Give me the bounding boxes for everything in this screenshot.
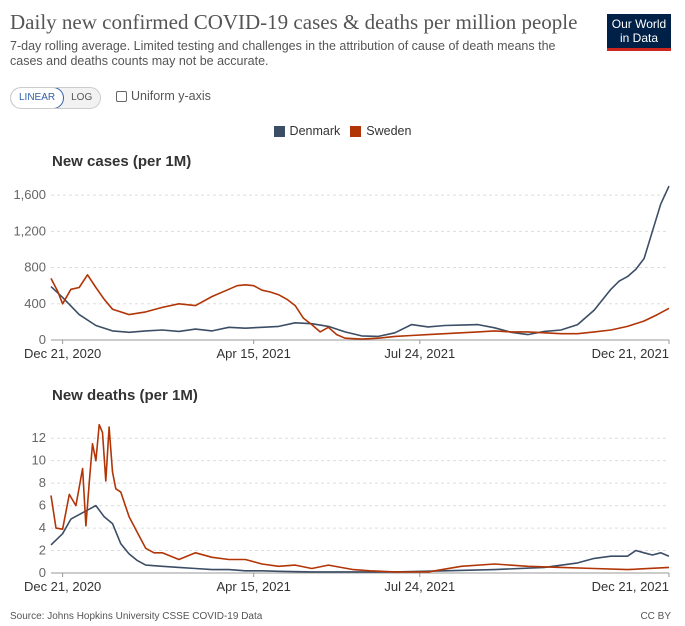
cases-series-sweden <box>50 273 670 340</box>
chart-subtitle: 7-day rolling average. Limited testing a… <box>10 39 556 68</box>
linear-scale-button[interactable]: LINEAR <box>11 88 65 108</box>
deaths-y-tick-label: 4 <box>39 520 46 535</box>
cases-y-tick-label: 1,200 <box>13 223 46 238</box>
deaths-x-tick-label: Dec 21, 2021 <box>592 579 669 594</box>
cases-y-tick-label: 1,600 <box>13 187 46 202</box>
deaths-y-tick-label: 0 <box>39 565 46 580</box>
legend-label-sweden: Sweden <box>366 124 412 138</box>
deaths-y-tick-label: 8 <box>39 475 46 490</box>
cases-x-tick-label: Jul 24, 2021 <box>384 346 455 361</box>
chart-title: Daily new confirmed COVID-19 cases & dea… <box>10 10 578 34</box>
legend: Denmark Sweden <box>0 124 685 138</box>
log-scale-button[interactable]: LOG <box>71 92 93 103</box>
owid-logo[interactable]: Our World in Data <box>607 14 671 51</box>
cases-y-tick-label: 800 <box>24 260 46 275</box>
deaths-x-tick-label: Apr 15, 2021 <box>216 579 290 594</box>
legend-swatch-denmark <box>273 125 285 137</box>
logo-line-1: Our World <box>611 17 667 31</box>
cases-y-tick-label: 0 <box>39 332 46 347</box>
deaths-y-tick-label: 6 <box>39 498 46 513</box>
cases-y-tick-label: 400 <box>24 296 46 311</box>
logo-line-2: in Data <box>619 31 659 45</box>
cases-series-denmark <box>50 185 670 338</box>
legend-swatch-sweden <box>350 125 362 137</box>
legend-item-sweden[interactable]: Sweden <box>350 124 411 138</box>
cases-x-tick-label: Dec 21, 2021 <box>592 346 669 361</box>
uniform-y-axis-checkbox[interactable]: Uniform y-axis <box>116 89 211 103</box>
deaths-y-tick-label: 12 <box>32 430 46 445</box>
checkbox-icon[interactable] <box>116 90 127 102</box>
scale-toggle[interactable]: LINEAR LOG <box>10 87 102 109</box>
deaths-series-denmark <box>50 504 670 573</box>
uniform-y-axis-label: Uniform y-axis <box>131 89 211 103</box>
deaths-y-tick-label: 2 <box>39 543 46 558</box>
deaths-x-tick-label: Jul 24, 2021 <box>384 579 455 594</box>
cases-x-tick-label: Dec 21, 2020 <box>24 346 101 361</box>
logo-accent-bar <box>607 48 671 51</box>
cases-x-tick-label: Apr 15, 2021 <box>216 346 290 361</box>
legend-label-denmark: Denmark <box>289 124 341 138</box>
source-note: Source: Johns Hopkins University CSSE CO… <box>10 611 263 622</box>
legend-item-denmark[interactable]: Denmark <box>273 124 341 138</box>
license-note[interactable]: CC BY <box>640 611 671 622</box>
deaths-series-sweden <box>50 423 670 573</box>
deaths-panel-title: New deaths (per 1M) <box>52 387 198 404</box>
cases-panel-title: New cases (per 1M) <box>52 153 191 170</box>
deaths-y-tick-label: 10 <box>32 453 46 468</box>
deaths-x-tick-label: Dec 21, 2020 <box>24 579 101 594</box>
